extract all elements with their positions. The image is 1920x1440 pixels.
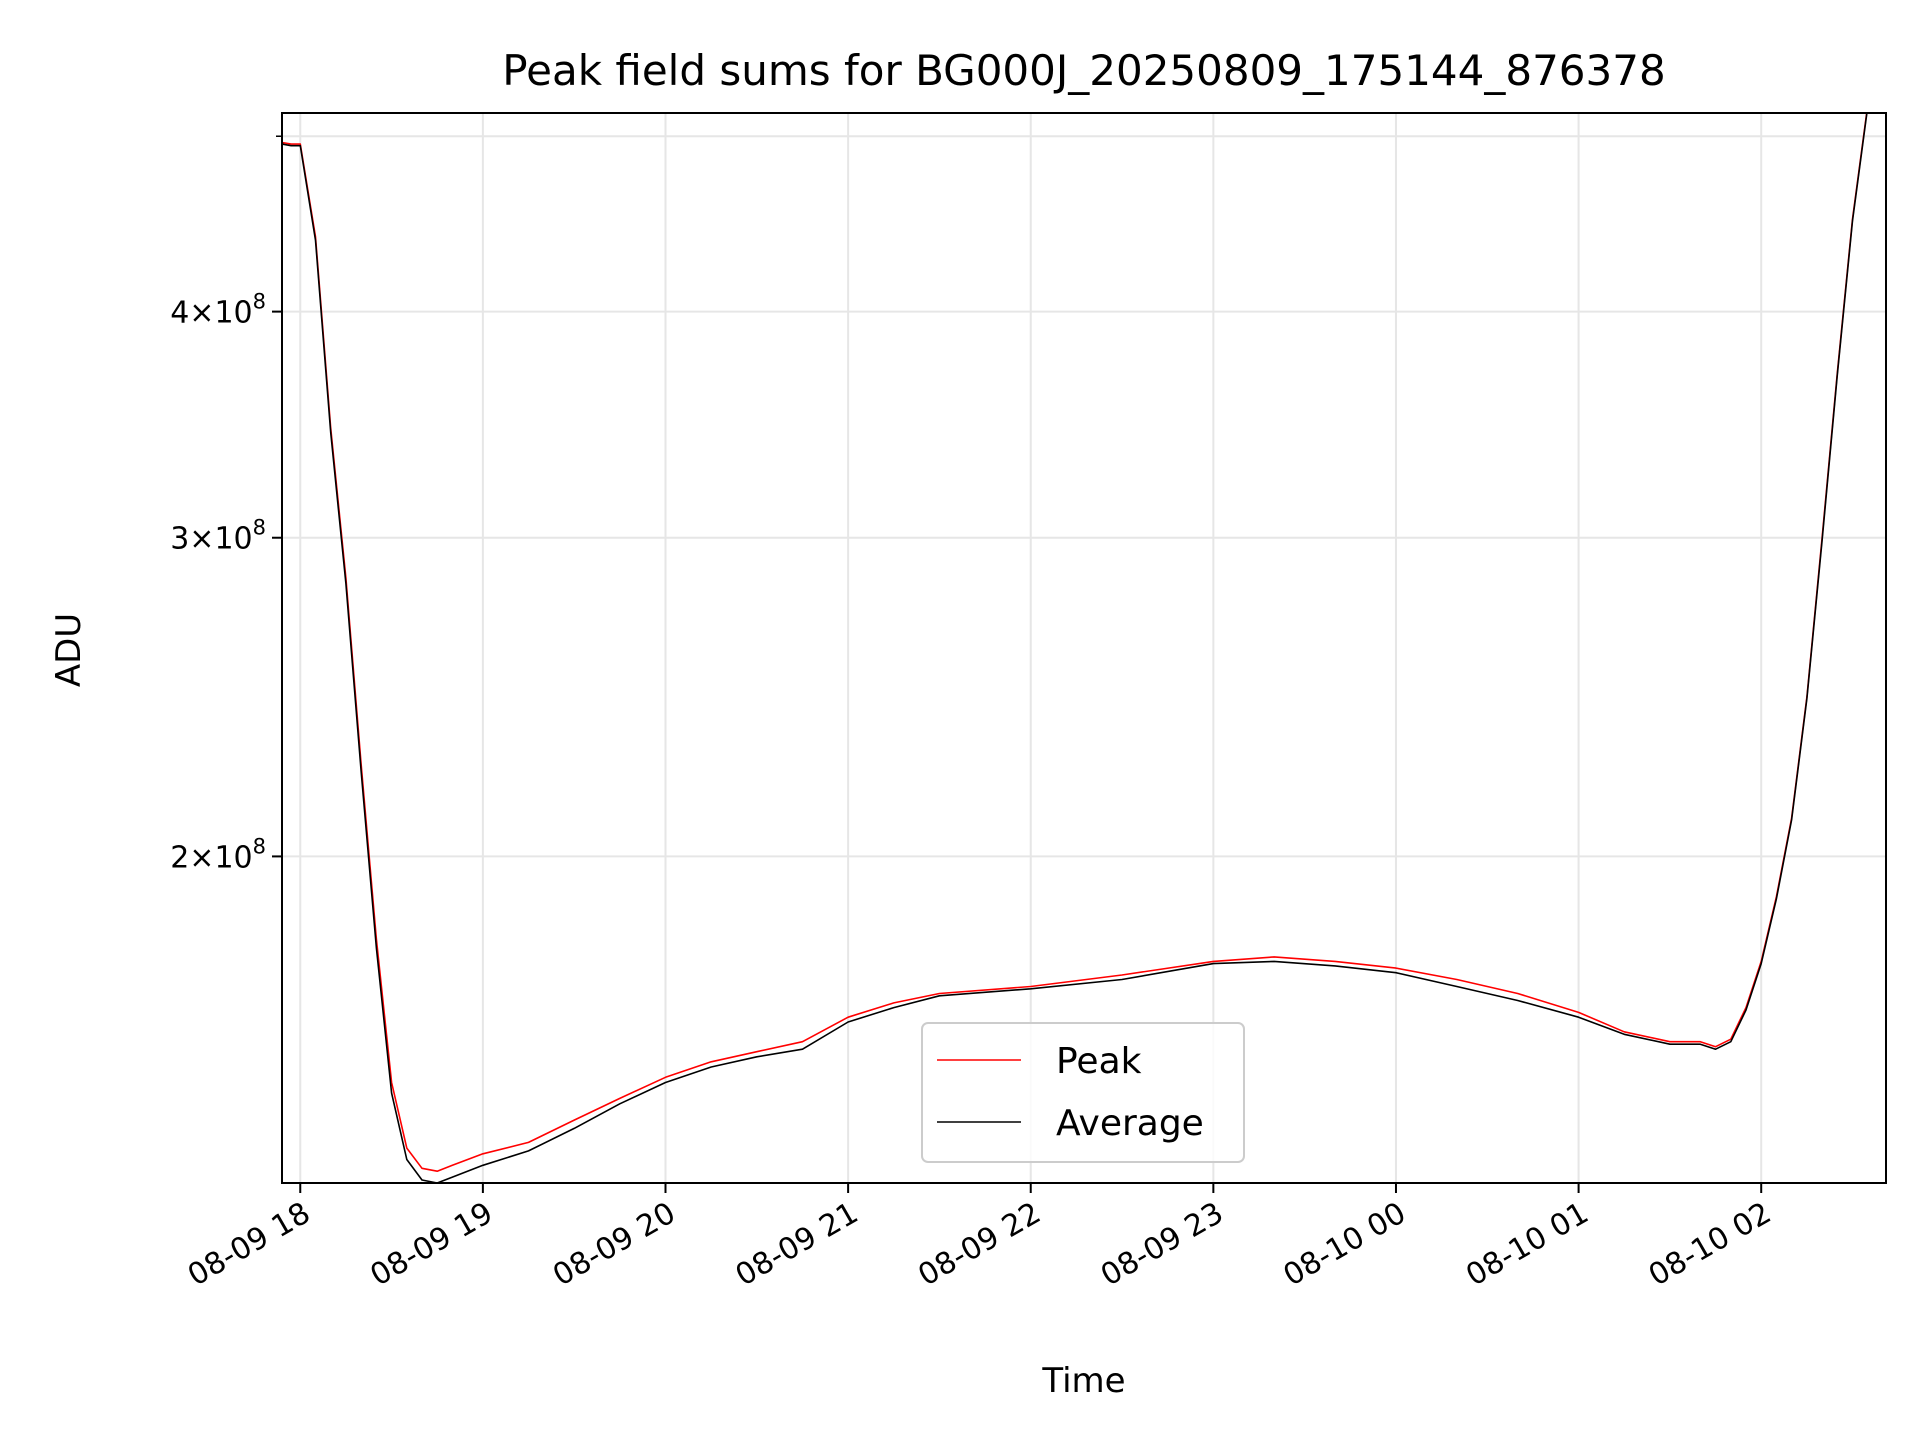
- chart-title: Peak field sums for BG000J_20250809_1751…: [502, 46, 1665, 95]
- y-axis: 2×108 3×108 4×108: [170, 135, 282, 875]
- legend-frame: [921, 1022, 1245, 1163]
- y-tick-label: 3×108: [170, 516, 266, 557]
- series-layer: [282, 113, 1868, 1183]
- plot-background: [282, 113, 1886, 1183]
- legend-label-average: Average: [1056, 1103, 1204, 1144]
- legend-label-peak: Peak: [1056, 1041, 1142, 1082]
- y-tick-label: 2×108: [170, 834, 266, 875]
- series-line-average: [282, 113, 1868, 1183]
- x-axis-label: Time: [1041, 1361, 1125, 1401]
- y-tick-label: 4×108: [170, 290, 266, 331]
- legend: Peak Average: [921, 1022, 1245, 1163]
- plot-frame: [281, 112, 1887, 1184]
- grid: [282, 113, 1886, 1183]
- y-axis-label: ADU: [49, 613, 89, 687]
